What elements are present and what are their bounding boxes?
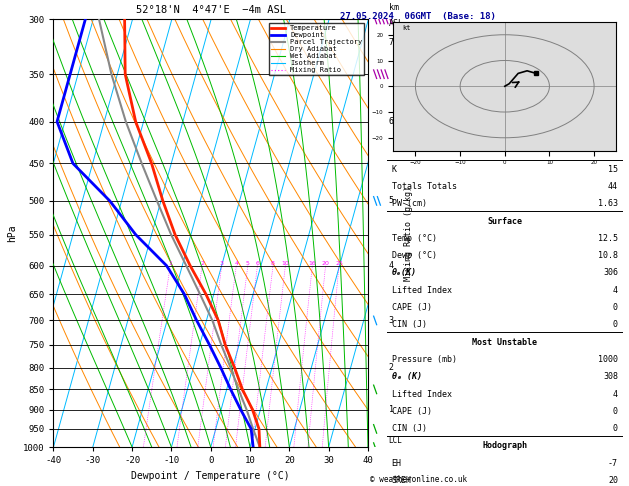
Text: 6: 6 [389, 117, 394, 126]
Text: EH: EH [391, 459, 401, 468]
Text: 3: 3 [220, 260, 224, 266]
Text: Lifted Index: Lifted Index [391, 286, 452, 295]
Text: 27.05.2024  06GMT  (Base: 18): 27.05.2024 06GMT (Base: 18) [340, 12, 496, 21]
Text: ASL: ASL [389, 19, 404, 29]
Text: 10: 10 [282, 260, 289, 266]
Text: 25: 25 [335, 260, 343, 266]
Text: 12.5: 12.5 [598, 234, 618, 243]
Text: θₑ(K): θₑ(K) [391, 268, 416, 278]
Text: Hodograph: Hodograph [482, 441, 527, 451]
Text: 4: 4 [613, 286, 618, 295]
Text: 3: 3 [389, 316, 394, 325]
Text: 5: 5 [246, 260, 250, 266]
Text: 1.63: 1.63 [598, 199, 618, 208]
Text: CIN (J): CIN (J) [391, 320, 426, 330]
Text: © weatheronline.co.uk: © weatheronline.co.uk [370, 474, 467, 484]
Text: 7: 7 [389, 38, 394, 47]
Text: 20: 20 [608, 476, 618, 485]
X-axis label: Dewpoint / Temperature (°C): Dewpoint / Temperature (°C) [131, 471, 290, 481]
Text: 2: 2 [389, 364, 394, 372]
Text: Lifted Index: Lifted Index [391, 389, 452, 399]
Legend: Temperature, Dewpoint, Parcel Trajectory, Dry Adiabat, Wet Adiabat, Isotherm, Mi: Temperature, Dewpoint, Parcel Trajectory… [269, 23, 364, 75]
Text: 10.8: 10.8 [598, 251, 618, 260]
Text: 4: 4 [235, 260, 238, 266]
Text: CAPE (J): CAPE (J) [391, 303, 431, 312]
Text: 306: 306 [603, 268, 618, 278]
Text: Most Unstable: Most Unstable [472, 338, 537, 347]
Text: SREH: SREH [391, 476, 411, 485]
Text: 0: 0 [613, 424, 618, 433]
Text: 0: 0 [613, 303, 618, 312]
Text: 6: 6 [255, 260, 259, 266]
Text: kt: kt [402, 25, 411, 31]
Text: 4: 4 [389, 261, 394, 270]
Text: 44: 44 [608, 182, 618, 191]
Text: 308: 308 [603, 372, 618, 381]
Y-axis label: hPa: hPa [8, 225, 18, 242]
Text: 52°18'N  4°47'E  −4m ASL: 52°18'N 4°47'E −4m ASL [136, 5, 286, 15]
Text: CIN (J): CIN (J) [391, 424, 426, 433]
Text: Pressure (mb): Pressure (mb) [391, 355, 457, 364]
Text: K: K [391, 165, 396, 174]
Text: 20: 20 [321, 260, 330, 266]
Text: 5: 5 [389, 196, 394, 206]
Text: Dewp (°C): Dewp (°C) [391, 251, 437, 260]
Text: Mixing Ratio (g/kg): Mixing Ratio (g/kg) [404, 186, 413, 281]
Text: CAPE (J): CAPE (J) [391, 407, 431, 416]
Text: 2: 2 [200, 260, 204, 266]
Text: 1000: 1000 [598, 355, 618, 364]
Text: 0: 0 [613, 407, 618, 416]
Text: -7: -7 [608, 459, 618, 468]
Text: θₑ (K): θₑ (K) [391, 372, 421, 381]
Text: 15: 15 [608, 165, 618, 174]
Text: Totals Totals: Totals Totals [391, 182, 457, 191]
Text: 16: 16 [308, 260, 316, 266]
Text: km: km [389, 3, 399, 12]
Text: 0: 0 [613, 320, 618, 330]
Text: LCL: LCL [389, 436, 403, 445]
Text: 8: 8 [271, 260, 275, 266]
Text: 4: 4 [613, 389, 618, 399]
Text: PW (cm): PW (cm) [391, 199, 426, 208]
Text: Surface: Surface [487, 217, 522, 226]
Text: 1: 1 [389, 405, 394, 414]
Text: 1: 1 [169, 260, 172, 266]
Text: Temp (°C): Temp (°C) [391, 234, 437, 243]
